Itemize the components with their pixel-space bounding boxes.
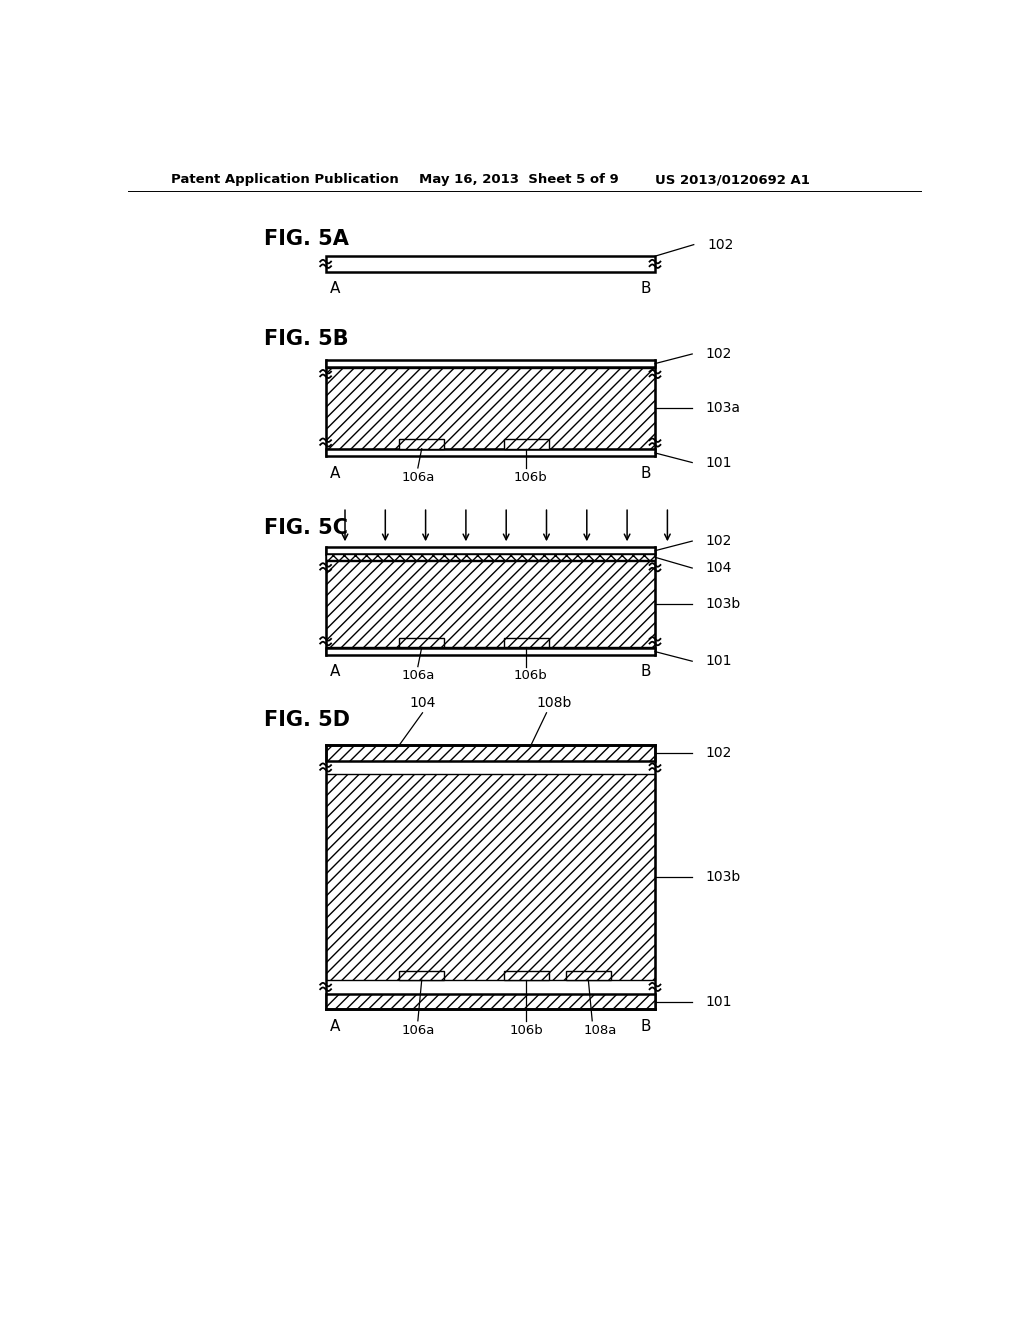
Text: B: B: [641, 281, 651, 296]
Text: 106a: 106a: [401, 471, 434, 483]
Text: A: A: [330, 1019, 340, 1034]
Text: 106b: 106b: [513, 471, 547, 483]
Text: FIG. 5C: FIG. 5C: [263, 517, 347, 539]
Bar: [326, 775, 655, 979]
Bar: [326, 744, 655, 760]
Text: 101: 101: [706, 655, 732, 668]
Text: A: A: [330, 466, 340, 480]
Text: 106b: 106b: [510, 1023, 543, 1036]
Bar: [326, 648, 655, 655]
Text: B: B: [641, 1019, 651, 1034]
Text: 103b: 103b: [706, 870, 740, 884]
Bar: [566, 970, 611, 979]
Text: US 2013/0120692 A1: US 2013/0120692 A1: [655, 173, 810, 186]
Bar: [326, 994, 655, 1010]
Text: 106b: 106b: [513, 669, 547, 682]
Text: 102: 102: [706, 746, 732, 760]
Text: A: A: [330, 281, 340, 296]
Text: 106a: 106a: [401, 669, 434, 682]
Text: 101: 101: [706, 994, 732, 1008]
Bar: [326, 561, 655, 647]
Bar: [504, 970, 549, 979]
Text: FIG. 5A: FIG. 5A: [263, 230, 348, 249]
Bar: [326, 554, 655, 561]
Bar: [326, 256, 655, 272]
Text: Patent Application Publication: Patent Application Publication: [171, 173, 398, 186]
Text: 104: 104: [706, 561, 732, 576]
Bar: [326, 360, 655, 367]
Text: 103a: 103a: [706, 401, 740, 416]
Text: FIG. 5D: FIG. 5D: [263, 710, 349, 730]
Bar: [504, 440, 549, 449]
Text: 108b: 108b: [537, 696, 572, 710]
Text: 102: 102: [706, 347, 732, 360]
Text: May 16, 2013  Sheet 5 of 9: May 16, 2013 Sheet 5 of 9: [419, 173, 618, 186]
Bar: [326, 450, 655, 457]
Text: 103b: 103b: [706, 597, 740, 611]
Text: 104: 104: [410, 696, 435, 710]
Text: 106a: 106a: [401, 1023, 434, 1036]
Text: FIG. 5B: FIG. 5B: [263, 330, 348, 350]
Text: 108a: 108a: [584, 1023, 616, 1036]
Text: A: A: [330, 664, 340, 680]
Text: B: B: [641, 664, 651, 680]
Bar: [399, 638, 444, 647]
Bar: [504, 638, 549, 647]
Bar: [399, 440, 444, 449]
Bar: [326, 548, 655, 554]
Text: 101: 101: [706, 455, 732, 470]
Bar: [399, 970, 444, 979]
Text: 102: 102: [706, 535, 732, 548]
Text: 102: 102: [708, 238, 734, 252]
Bar: [326, 368, 655, 449]
Text: B: B: [641, 466, 651, 480]
